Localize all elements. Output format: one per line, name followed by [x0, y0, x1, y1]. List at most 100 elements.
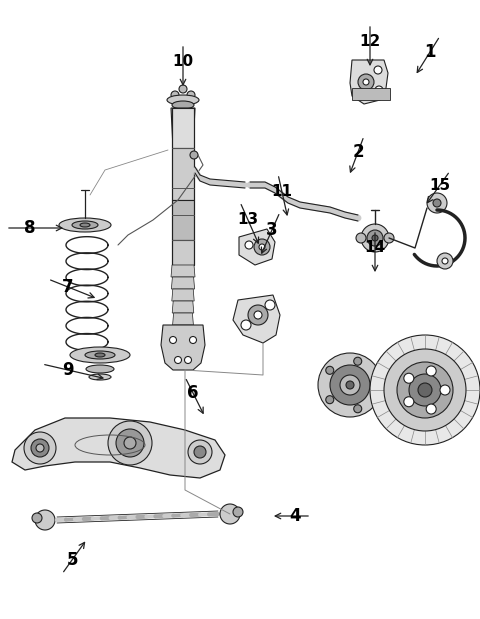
Text: 2: 2: [352, 143, 364, 161]
FancyBboxPatch shape: [352, 88, 390, 100]
Polygon shape: [239, 229, 275, 265]
Text: 8: 8: [24, 219, 36, 237]
Polygon shape: [12, 418, 225, 478]
Circle shape: [409, 374, 441, 406]
Circle shape: [354, 405, 362, 413]
Circle shape: [326, 396, 334, 404]
Circle shape: [404, 373, 414, 383]
Ellipse shape: [80, 223, 90, 227]
Polygon shape: [350, 60, 388, 104]
Text: 15: 15: [430, 178, 451, 193]
Ellipse shape: [85, 351, 115, 359]
Circle shape: [384, 233, 394, 243]
Circle shape: [371, 381, 379, 389]
Text: 7: 7: [62, 278, 74, 296]
Circle shape: [375, 86, 383, 94]
Circle shape: [361, 224, 389, 252]
Circle shape: [326, 366, 334, 374]
Circle shape: [220, 504, 240, 524]
Circle shape: [31, 439, 49, 457]
Circle shape: [358, 74, 374, 90]
Polygon shape: [172, 200, 194, 240]
Circle shape: [426, 366, 436, 376]
Ellipse shape: [59, 218, 111, 232]
Circle shape: [171, 91, 179, 99]
Text: 1: 1: [424, 43, 436, 61]
Polygon shape: [172, 108, 194, 148]
Circle shape: [248, 305, 268, 325]
Circle shape: [36, 444, 44, 452]
Ellipse shape: [70, 347, 130, 363]
Polygon shape: [171, 265, 195, 277]
Circle shape: [245, 241, 253, 249]
Ellipse shape: [167, 95, 199, 105]
Text: 4: 4: [289, 507, 301, 525]
Text: 14: 14: [364, 241, 385, 256]
Polygon shape: [172, 240, 194, 265]
Circle shape: [370, 335, 480, 445]
Polygon shape: [173, 313, 193, 325]
Circle shape: [374, 66, 382, 74]
Polygon shape: [172, 301, 194, 313]
Circle shape: [426, 404, 436, 414]
Circle shape: [254, 239, 270, 255]
Circle shape: [346, 381, 354, 389]
Polygon shape: [172, 148, 194, 200]
Circle shape: [363, 79, 369, 85]
Circle shape: [265, 300, 275, 310]
Circle shape: [174, 96, 182, 104]
Circle shape: [433, 199, 441, 207]
Circle shape: [404, 397, 414, 407]
Circle shape: [427, 193, 447, 213]
Ellipse shape: [72, 221, 98, 229]
Ellipse shape: [172, 101, 194, 109]
Circle shape: [354, 357, 362, 365]
Text: 13: 13: [238, 212, 259, 228]
Circle shape: [190, 337, 196, 344]
Circle shape: [194, 446, 206, 458]
Text: 5: 5: [66, 551, 78, 569]
Circle shape: [330, 365, 370, 405]
Circle shape: [35, 510, 55, 530]
Ellipse shape: [89, 374, 111, 380]
Polygon shape: [171, 277, 194, 289]
Circle shape: [340, 375, 360, 395]
Circle shape: [187, 91, 195, 99]
Circle shape: [367, 230, 383, 246]
Text: 9: 9: [62, 361, 74, 379]
Circle shape: [108, 421, 152, 465]
Text: 3: 3: [266, 221, 278, 239]
Circle shape: [437, 253, 453, 269]
Circle shape: [124, 437, 136, 449]
Text: 12: 12: [360, 35, 381, 50]
Circle shape: [384, 349, 466, 431]
Circle shape: [233, 507, 243, 517]
Ellipse shape: [95, 353, 105, 357]
Circle shape: [418, 383, 432, 397]
Circle shape: [179, 85, 187, 93]
Circle shape: [184, 96, 192, 104]
Circle shape: [169, 337, 177, 344]
Circle shape: [32, 513, 42, 523]
Polygon shape: [161, 325, 205, 370]
Polygon shape: [233, 295, 280, 343]
Circle shape: [241, 320, 251, 330]
Circle shape: [442, 258, 448, 264]
Circle shape: [24, 432, 56, 464]
Circle shape: [397, 362, 453, 418]
Circle shape: [318, 353, 382, 417]
Ellipse shape: [86, 365, 114, 373]
Circle shape: [254, 311, 262, 319]
Circle shape: [188, 440, 212, 464]
Polygon shape: [171, 108, 195, 148]
Circle shape: [259, 244, 265, 250]
Circle shape: [175, 357, 181, 363]
Polygon shape: [172, 289, 194, 301]
Circle shape: [190, 151, 198, 159]
Circle shape: [372, 235, 378, 241]
Circle shape: [356, 233, 366, 243]
Text: 6: 6: [187, 384, 199, 402]
Circle shape: [116, 429, 144, 457]
Text: 11: 11: [272, 184, 292, 199]
Circle shape: [440, 385, 450, 395]
